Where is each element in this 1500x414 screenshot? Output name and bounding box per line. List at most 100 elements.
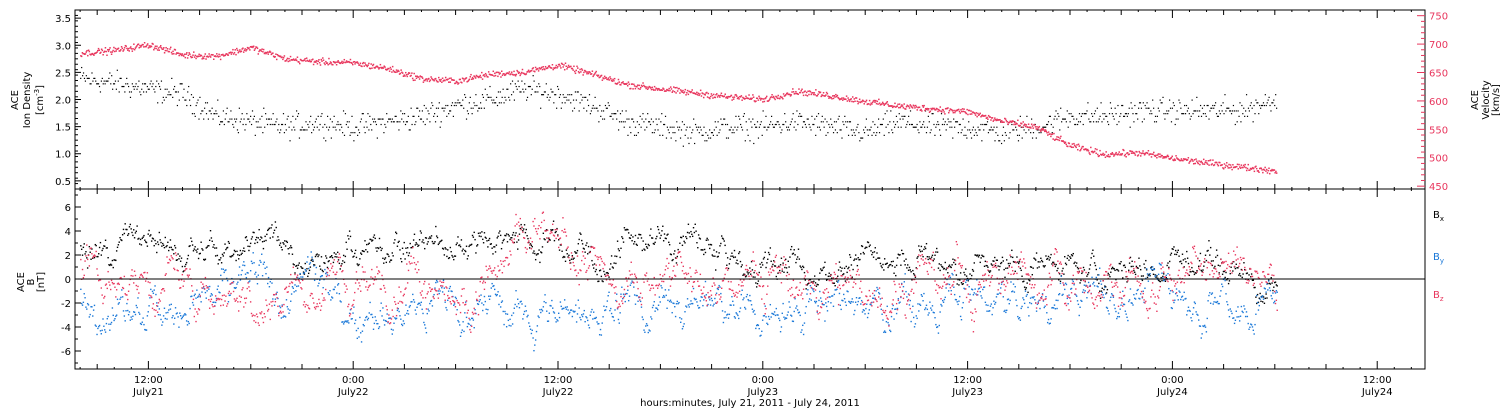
by-point <box>132 316 133 317</box>
by-point <box>200 301 201 302</box>
bx-point <box>862 246 863 247</box>
density-point <box>931 129 932 130</box>
bx-point <box>319 265 320 266</box>
density-point <box>1274 105 1275 106</box>
velocity-point <box>555 67 557 69</box>
density-point <box>1127 116 1128 117</box>
density-point <box>685 135 686 136</box>
density-point <box>462 100 463 101</box>
bx-point <box>270 227 271 228</box>
by-point <box>305 270 306 271</box>
density-tick-label: 2.5 <box>55 68 71 79</box>
velocity-point <box>1175 155 1177 157</box>
by-point <box>340 301 341 302</box>
density-point <box>342 132 343 133</box>
by-point <box>142 322 143 323</box>
bx-point <box>1129 262 1130 263</box>
bx-point <box>963 272 964 273</box>
density-point <box>327 116 328 117</box>
velocity-point <box>675 87 677 89</box>
density-point <box>329 127 330 128</box>
velocity-point <box>189 53 191 55</box>
velocity-point <box>1254 171 1256 173</box>
velocity-point <box>793 91 795 93</box>
density-point <box>403 121 404 122</box>
by-point <box>427 309 428 310</box>
bx-point <box>431 235 432 236</box>
density-point <box>164 100 165 101</box>
density-point <box>89 78 90 79</box>
density-point <box>799 113 800 114</box>
by-point <box>315 273 316 274</box>
velocity-point <box>894 103 896 105</box>
bx-point <box>1081 273 1082 274</box>
density-point <box>373 121 374 122</box>
by-point <box>174 318 175 319</box>
bx-point <box>494 246 495 247</box>
density-point <box>1106 116 1107 117</box>
bx-point <box>682 245 683 246</box>
density-point <box>561 108 562 109</box>
velocity-point <box>1090 147 1092 149</box>
velocity-point <box>350 59 352 61</box>
by-point <box>276 292 277 293</box>
density-point <box>95 81 96 82</box>
density-point <box>856 127 857 128</box>
bx-point <box>387 254 388 255</box>
by-point <box>514 304 515 305</box>
bx-point <box>443 248 444 249</box>
density-point <box>236 118 237 119</box>
bx-point <box>966 275 967 276</box>
density-point <box>1134 105 1135 106</box>
bx-point <box>761 262 762 263</box>
density-point <box>1092 116 1093 117</box>
density-point <box>763 110 764 111</box>
density-point <box>244 129 245 130</box>
density-point <box>470 97 471 98</box>
velocity-point <box>665 90 667 92</box>
by-point <box>342 321 343 322</box>
by-point <box>112 307 113 308</box>
bx-point <box>356 257 357 258</box>
density-point <box>150 83 151 84</box>
velocity-point <box>969 110 971 112</box>
velocity-point <box>1203 159 1205 161</box>
bx-point <box>846 266 847 267</box>
velocity-point <box>93 54 95 56</box>
density-point <box>452 102 453 103</box>
by-point <box>134 312 135 313</box>
by-point <box>293 291 294 292</box>
by-point <box>163 315 164 316</box>
bx-point <box>1072 255 1073 256</box>
bx-point <box>327 267 328 268</box>
bx-point <box>951 267 952 268</box>
by-point <box>223 269 224 270</box>
velocity-point <box>1231 169 1233 171</box>
bx-point <box>1169 261 1170 262</box>
bx-point <box>654 242 655 243</box>
velocity-point <box>312 59 314 61</box>
velocity-point <box>856 97 858 99</box>
bx-point <box>561 251 562 252</box>
bx-point <box>869 246 870 247</box>
velocity-point <box>371 67 373 69</box>
by-point <box>357 328 358 329</box>
velocity-point <box>463 80 465 82</box>
by-point <box>117 299 118 300</box>
velocity-point <box>804 90 806 92</box>
by-point <box>420 304 421 305</box>
velocity-point <box>645 86 647 88</box>
density-point <box>340 124 341 125</box>
bx-point <box>999 266 1000 267</box>
velocity-point <box>795 91 797 93</box>
bx-point <box>755 282 756 283</box>
density-point <box>1061 121 1062 122</box>
by-point <box>491 287 492 288</box>
bx-point <box>1172 249 1173 250</box>
velocity-point <box>327 64 329 66</box>
by-point <box>158 314 159 315</box>
bx-point <box>421 241 422 242</box>
bx-point <box>353 256 354 257</box>
by-point <box>375 316 376 317</box>
bx-point <box>328 260 329 261</box>
